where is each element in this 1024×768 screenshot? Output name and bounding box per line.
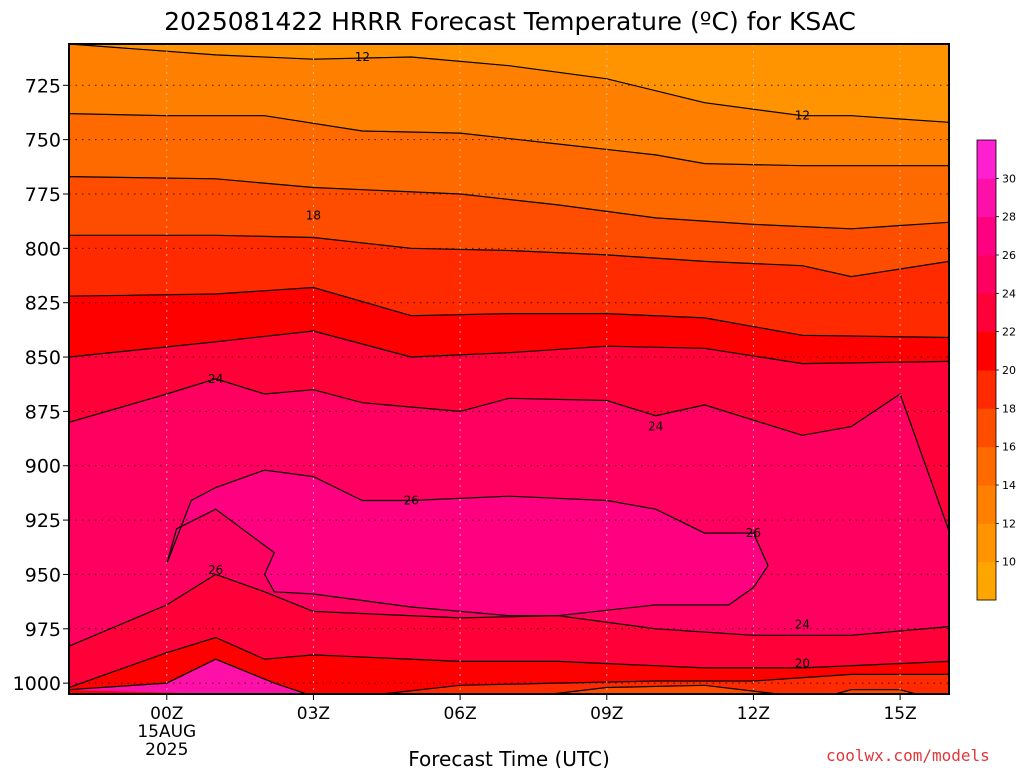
contour-label: 26 bbox=[208, 563, 223, 577]
y-tick-label: 1000 bbox=[13, 673, 61, 695]
colorbar-segment bbox=[977, 485, 996, 524]
x-date-day-label: 15AUG bbox=[137, 722, 196, 742]
contour-label-layer: 12 12 18 24 24 26 26 26 24 20 bbox=[208, 50, 810, 671]
x-axis-label: Forecast Time (UTC) bbox=[408, 747, 610, 768]
colorbar-tick-label: 10 bbox=[1002, 556, 1016, 569]
y-tick-label: 975 bbox=[25, 619, 61, 641]
contour-label: 20 bbox=[795, 657, 810, 671]
x-tick-label: 03Z bbox=[297, 704, 330, 724]
colorbar-segment bbox=[977, 216, 996, 256]
plot-frame bbox=[68, 43, 950, 695]
contour-label: 26 bbox=[404, 494, 419, 508]
colorbar-segment bbox=[977, 523, 996, 563]
colorbar-tick-label: 14 bbox=[1002, 479, 1016, 492]
contour-label: 24 bbox=[795, 617, 810, 631]
contour-label: 24 bbox=[208, 372, 223, 386]
isotherm-24 bbox=[69, 378, 949, 532]
contour-label: 24 bbox=[648, 420, 663, 434]
x-tick-label: 09Z bbox=[590, 704, 623, 724]
y-tick-label: 875 bbox=[25, 401, 61, 423]
isotherm-22 bbox=[69, 330, 949, 365]
colorbar-segment bbox=[977, 370, 996, 409]
isotherm-12 bbox=[69, 44, 949, 123]
isotherm-20 bbox=[376, 673, 949, 694]
colorbar-tick-label: 30 bbox=[1002, 172, 1016, 185]
contour-label: 26 bbox=[746, 526, 761, 540]
y-tick-label: 925 bbox=[25, 510, 61, 532]
y-tick-label: 725 bbox=[25, 75, 61, 97]
isotherm-24 bbox=[69, 573, 949, 647]
temperature-fill-layer bbox=[69, 44, 949, 694]
x-date-year-label: 2025 bbox=[145, 740, 188, 760]
colorbar-tick-label: 20 bbox=[1002, 364, 1016, 377]
chart-title: 2025081422 HRRR Forecast Temperature (ºC… bbox=[164, 7, 856, 36]
colorbar-segment bbox=[977, 293, 996, 333]
x-tick-label: 15Z bbox=[883, 704, 916, 724]
colorbar-tick-label: 16 bbox=[1002, 441, 1016, 454]
colorbar-segment bbox=[977, 255, 996, 294]
colorbar-segment bbox=[977, 178, 996, 218]
y-tick-label: 950 bbox=[25, 564, 61, 586]
colorbar-segment bbox=[977, 331, 996, 371]
isotherm-16 bbox=[69, 176, 949, 230]
isotherm-20 bbox=[69, 286, 949, 339]
colorbar-tick-label: 12 bbox=[1002, 517, 1016, 530]
isotherm-26 bbox=[166, 469, 769, 617]
colorbar-segment bbox=[977, 561, 996, 601]
contour-label: 12 bbox=[795, 109, 810, 123]
y-tick-label: 850 bbox=[25, 347, 61, 369]
y-tick-label: 750 bbox=[25, 130, 61, 152]
y-tick-label: 800 bbox=[25, 238, 61, 260]
isotherm-18 bbox=[69, 234, 949, 278]
x-tick-label: 00Z bbox=[150, 704, 183, 724]
isotherm-18 bbox=[832, 689, 919, 694]
x-axis: 00Z 03Z 06Z 09Z 12Z 15Z bbox=[150, 694, 917, 724]
y-axis: 725 750 775 800 825 850 875 900 925 950 975 1000 bbox=[13, 75, 69, 695]
colorbar-segment bbox=[977, 408, 996, 448]
isotherm-18 bbox=[546, 684, 778, 694]
watermark: coolwx.com/models bbox=[826, 746, 990, 765]
x-tick-label: 06Z bbox=[443, 704, 476, 724]
y-tick-label: 775 bbox=[25, 184, 61, 206]
colorbar-segment bbox=[977, 446, 996, 486]
y-tick-label: 825 bbox=[25, 293, 61, 315]
contour-label: 12 bbox=[355, 50, 370, 64]
y-tick-label: 900 bbox=[25, 456, 61, 478]
contour-label: 18 bbox=[306, 209, 321, 223]
colorbar-segment bbox=[977, 140, 996, 179]
colorbar: 10 12 14 16 18 20 22 24 26 28 30 bbox=[976, 139, 1016, 601]
colorbar-tick-label: 26 bbox=[1002, 249, 1016, 262]
colorbar-tick-label: 28 bbox=[1002, 211, 1016, 224]
colorbar-tick-label: 18 bbox=[1002, 402, 1016, 415]
colorbar-tick-label: 24 bbox=[1002, 287, 1016, 300]
x-tick-label: 12Z bbox=[737, 704, 770, 724]
isotherm-28 bbox=[69, 658, 309, 694]
colorbar-tick-label: 22 bbox=[1002, 326, 1016, 339]
